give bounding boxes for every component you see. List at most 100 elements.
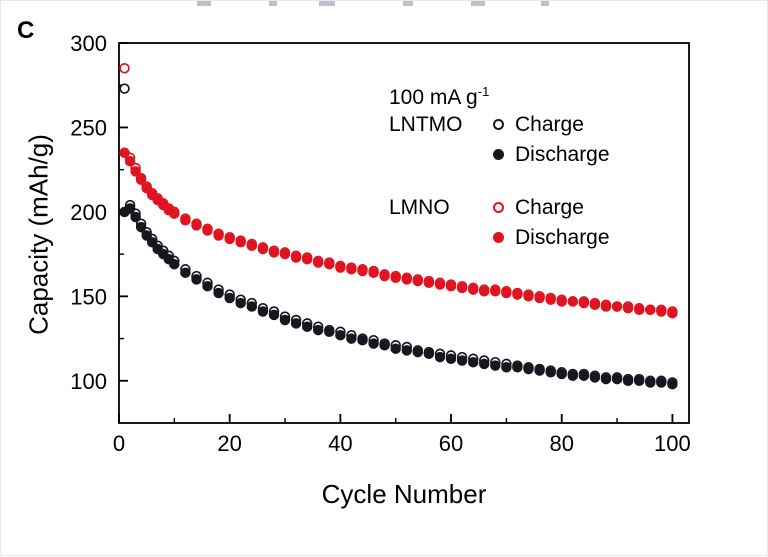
data-point (589, 299, 601, 311)
legend-group-name: LMNO (389, 196, 450, 219)
data-point (141, 182, 152, 194)
data-point (567, 296, 579, 307)
y-tick-label: 250 (70, 115, 107, 140)
data-point (146, 237, 158, 248)
cropped-text-fragment (541, 1, 549, 6)
data-point (169, 208, 180, 219)
data-point (600, 373, 612, 385)
data-point (368, 267, 379, 278)
data-point (512, 362, 523, 373)
data-point (545, 294, 556, 305)
data-point (656, 306, 667, 317)
data-point (578, 370, 590, 381)
data-point (490, 360, 501, 371)
data-point (611, 373, 623, 385)
data-point (324, 326, 335, 338)
cropped-text-fragment (403, 1, 413, 6)
data-point (235, 297, 246, 309)
data-point (633, 375, 645, 387)
open-circle-marker-icon (492, 202, 504, 213)
data-point (390, 272, 401, 284)
data-point (124, 203, 136, 214)
data-point (556, 296, 567, 307)
data-point (622, 375, 634, 387)
data-point (556, 368, 567, 380)
data-point (268, 247, 280, 258)
data-point (622, 302, 634, 314)
legend-spacer (389, 174, 610, 188)
data-point (202, 280, 213, 292)
y-axis-title: Capacity (mAh/g) (23, 134, 54, 335)
data-point (279, 314, 291, 326)
legend-group-name: LNTMO (389, 113, 463, 136)
data-point (523, 363, 534, 375)
data-point (368, 338, 379, 349)
data-point (346, 264, 357, 275)
data-point (534, 365, 545, 376)
data-point (501, 362, 512, 373)
data-point (501, 287, 512, 299)
filled-circle-marker-icon (492, 149, 504, 160)
data-point (130, 166, 141, 177)
data-point (667, 307, 678, 319)
y-tick-label: 150 (70, 284, 107, 309)
filled-circle-marker-icon (492, 232, 504, 243)
open-circle-marker-icon (492, 119, 504, 130)
data-point (235, 237, 246, 248)
data-point (357, 265, 368, 277)
data-point (445, 353, 457, 365)
x-tick-label: 60 (439, 431, 463, 456)
data-point (645, 304, 656, 316)
data-point (567, 370, 579, 381)
legend-entry-label: Discharge (515, 226, 610, 249)
cropped-text-fragment (269, 1, 277, 6)
data-point (478, 358, 490, 370)
data-point (301, 253, 313, 265)
legend-entry-label: Charge (515, 113, 584, 136)
data-point (357, 334, 368, 346)
y-tick-label: 200 (70, 200, 107, 225)
data-point (512, 289, 523, 300)
data-point (169, 258, 180, 270)
data-point (412, 346, 424, 358)
data-point (290, 318, 302, 329)
data-point (401, 274, 413, 285)
data-point (246, 240, 258, 251)
data-point (119, 147, 130, 159)
data-point (335, 262, 346, 273)
data-point (224, 233, 235, 245)
data-point (312, 324, 324, 336)
data-point (202, 225, 213, 236)
data-point (180, 215, 191, 226)
data-point (434, 279, 446, 290)
data-point (130, 211, 141, 223)
data-point (257, 306, 269, 317)
y-tick-label: 300 (70, 31, 107, 56)
data-point (268, 309, 280, 321)
data-point (667, 378, 678, 390)
data-point (324, 258, 335, 270)
x-tick-label: 0 (113, 431, 125, 456)
data-point (456, 282, 468, 294)
data-point (534, 292, 545, 304)
data-point (490, 286, 501, 297)
data-point (119, 83, 130, 94)
plot-frame (118, 42, 690, 424)
data-point (478, 286, 490, 297)
data-point (213, 230, 224, 241)
data-point (467, 284, 479, 295)
data-point (312, 257, 324, 268)
data-point (301, 321, 313, 332)
data-point (246, 301, 258, 312)
data-point (589, 372, 601, 383)
data-point (135, 221, 147, 233)
data-point (423, 277, 435, 289)
data-point (645, 377, 656, 388)
legend-entry-label: Charge (515, 196, 584, 219)
cropped-text-fragment (197, 1, 211, 6)
data-point (335, 329, 346, 341)
data-point (290, 252, 302, 263)
data-point (180, 267, 191, 278)
